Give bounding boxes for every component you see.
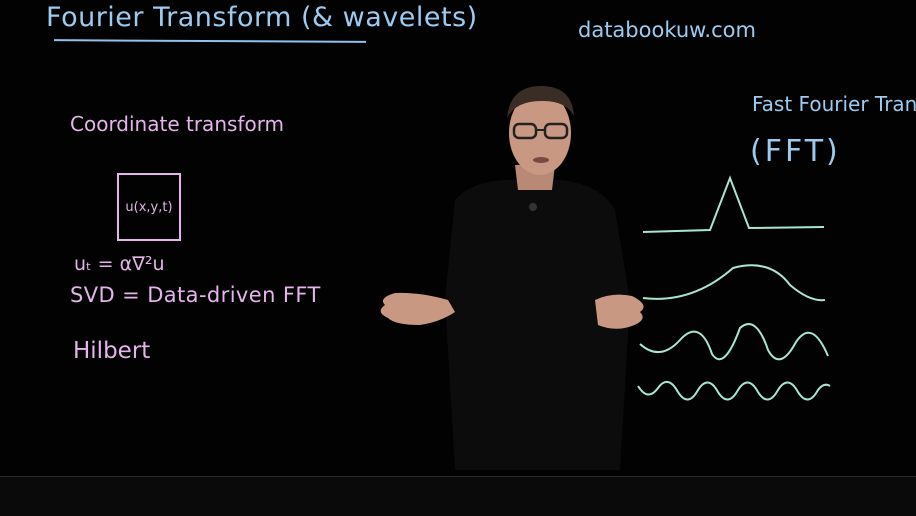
- low-frequency-wave: [642, 264, 826, 302]
- presenter-figure: [380, 86, 644, 470]
- presenter-right-hand: [595, 294, 644, 329]
- mouth: [533, 157, 549, 163]
- spike-waveform: [642, 175, 825, 233]
- function-box: u(x,y,t): [117, 173, 181, 241]
- video-bottom-bar: [0, 476, 916, 516]
- svd-equation: SVD = Data-driven FFT: [70, 283, 321, 307]
- presenter-torso: [445, 180, 630, 470]
- fft-abbreviation: (FFT): [750, 134, 841, 169]
- board-title: Fourier Transform (& wavelets): [46, 2, 478, 33]
- presenter-hair: [507, 86, 574, 118]
- medium-frequency-wave: [639, 323, 829, 361]
- heat-equation: uₜ = α∇²u: [74, 253, 165, 275]
- presenter-head: [509, 91, 571, 175]
- presenter-left-hand: [380, 292, 455, 325]
- high-frequency-wave: [637, 381, 831, 401]
- lapel-microphone-icon: [529, 203, 537, 211]
- hilbert-label: Hilbert: [73, 338, 151, 364]
- website-label: databookuw.com: [578, 18, 756, 42]
- coordinate-transform-label: Coordinate transform: [70, 112, 285, 136]
- function-box-label: u(x,y,t): [125, 199, 173, 215]
- fft-title: Fast Fourier Transf.: [752, 92, 916, 116]
